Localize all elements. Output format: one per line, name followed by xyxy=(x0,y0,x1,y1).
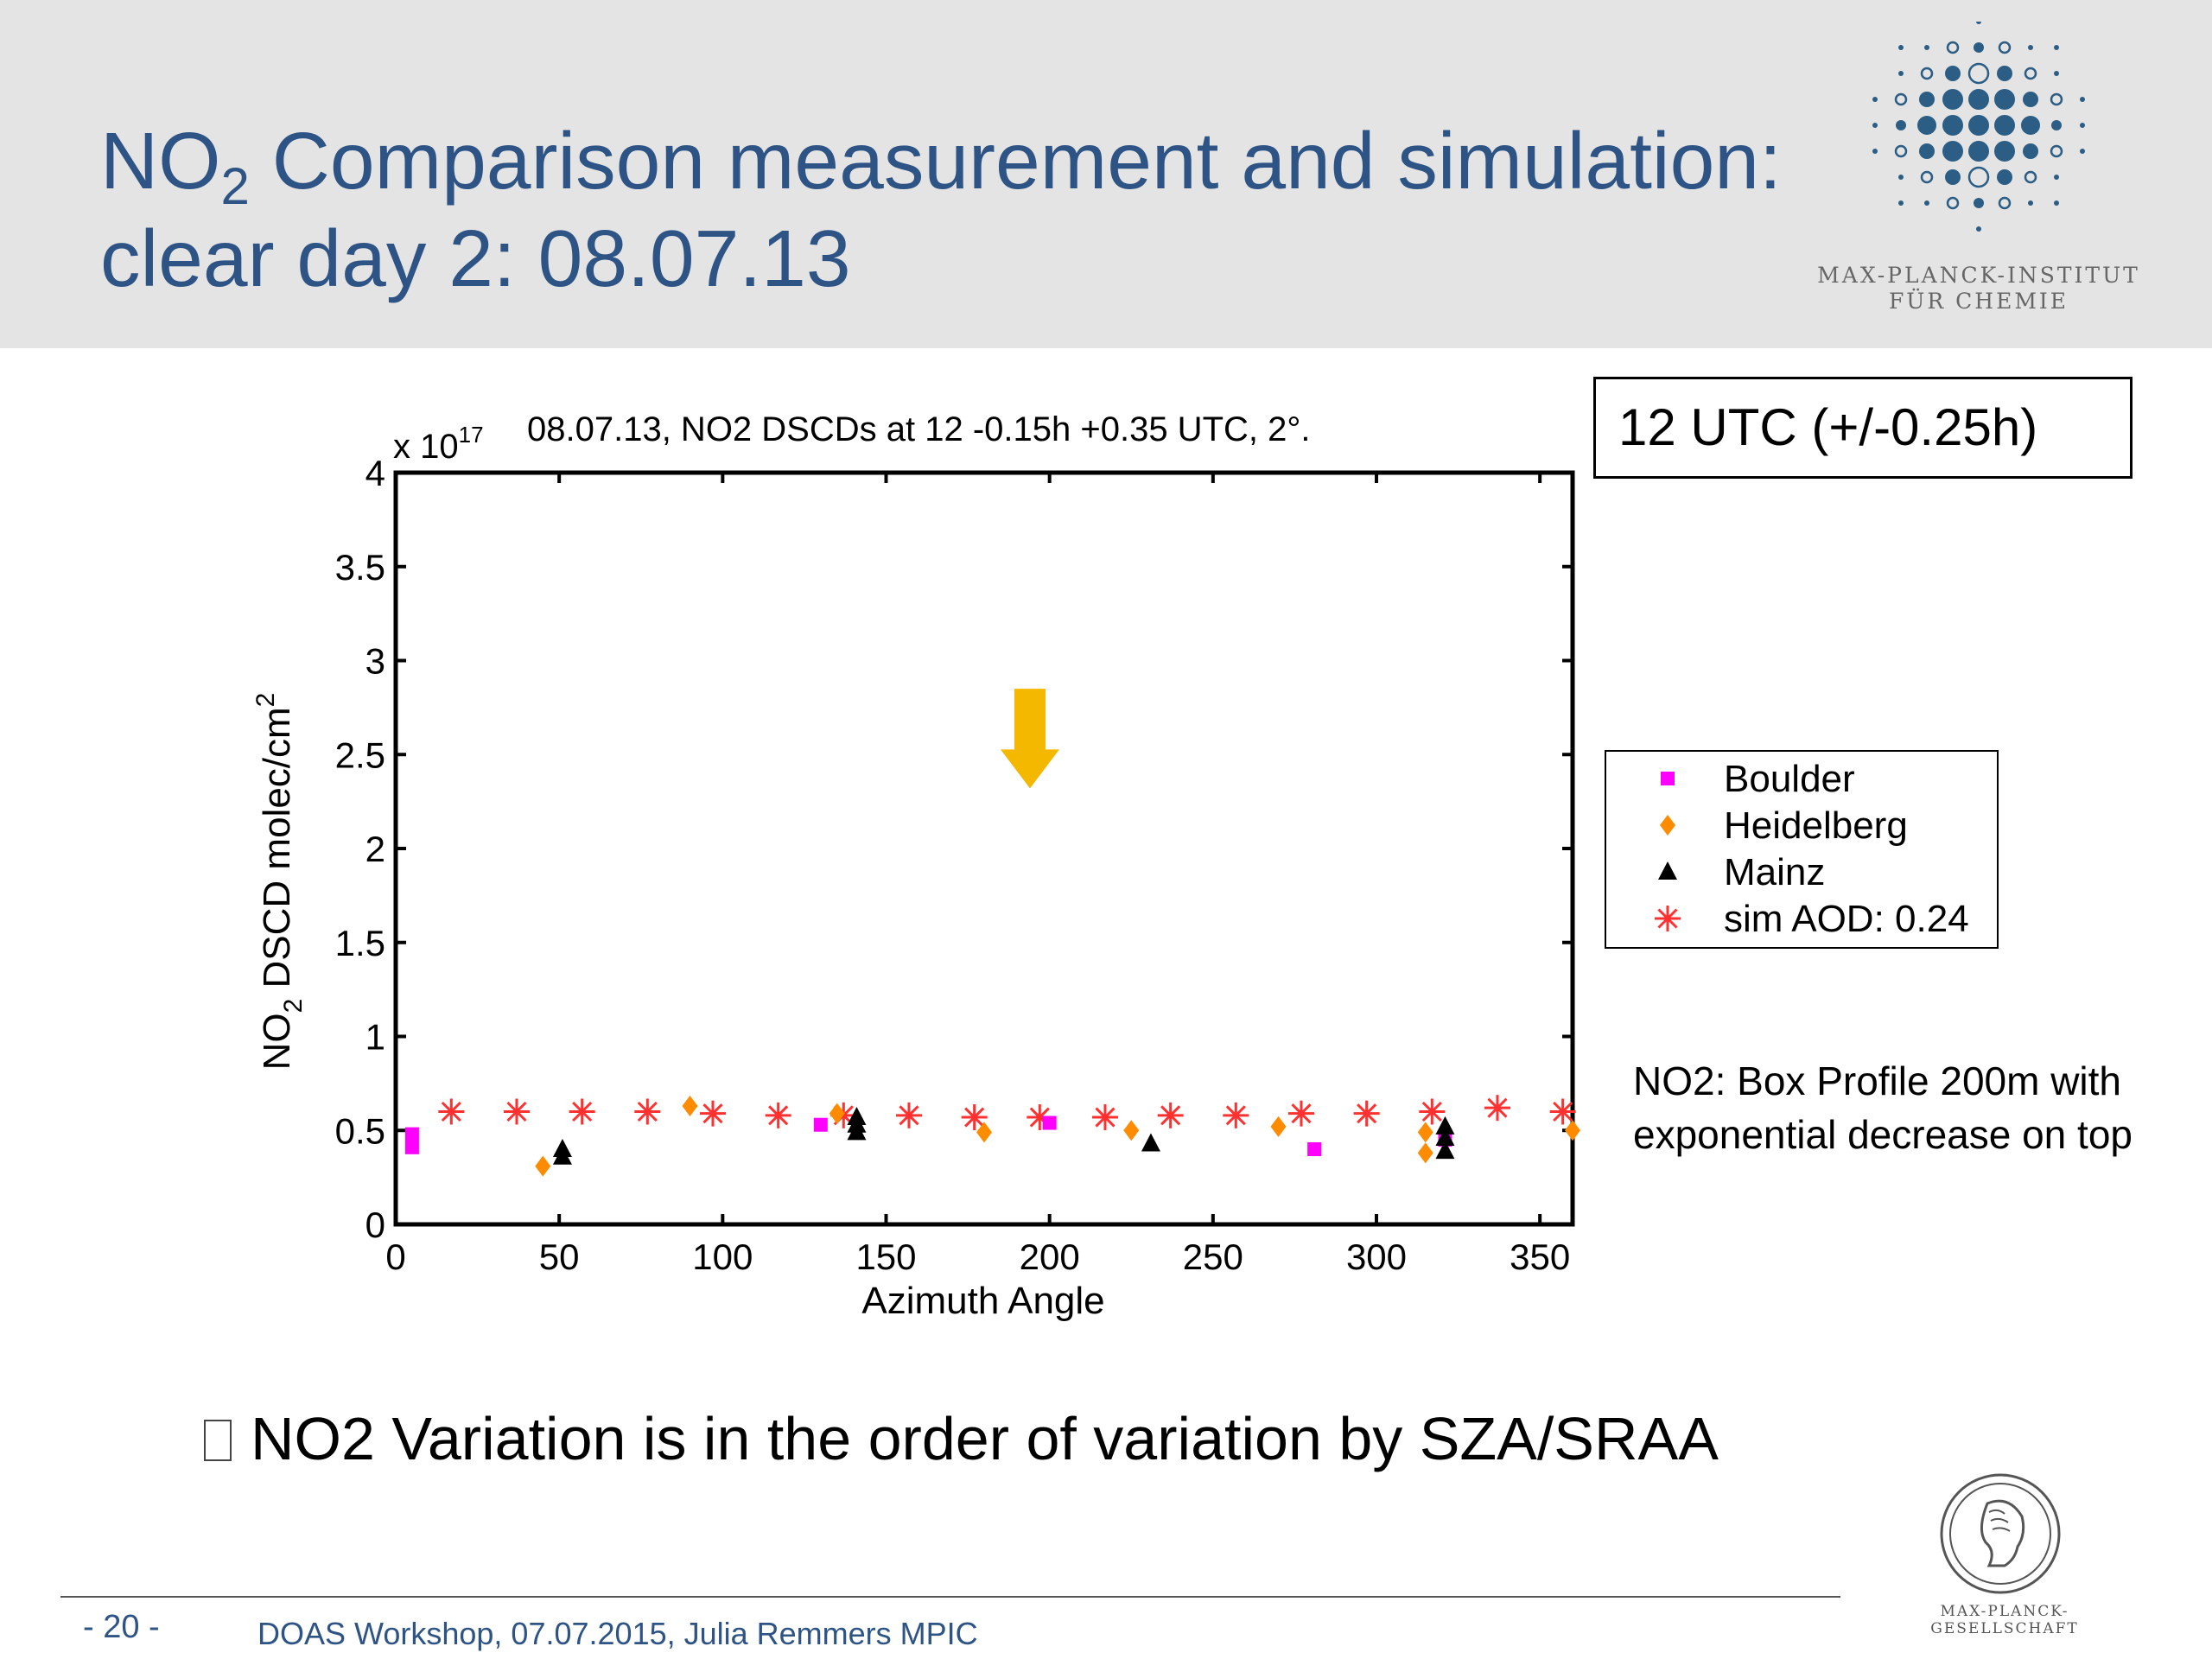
mpi-logo-icon xyxy=(1872,22,2085,232)
x-tick-label: 0 xyxy=(385,1236,405,1277)
y-tick-label: 1 xyxy=(365,1017,385,1058)
footer-text: DOAS Workshop, 07.07.2015, Julia Remmers… xyxy=(257,1616,978,1651)
data-point xyxy=(1549,1098,1576,1125)
bullet-point: NO2 Variation is in the order of variati… xyxy=(204,1402,1719,1476)
y-axis-label: NO2 DSCD molec/cm2 xyxy=(251,693,308,1071)
y-tick-label: 3 xyxy=(365,641,385,682)
data-point xyxy=(438,1098,465,1125)
data-point xyxy=(552,1146,572,1165)
data-point xyxy=(1353,1100,1380,1127)
data-point xyxy=(1435,1116,1455,1135)
page-number: - 20 - xyxy=(83,1609,160,1645)
y-tick-label: 2 xyxy=(365,829,385,869)
x-tick-label: 50 xyxy=(539,1236,580,1277)
data-point xyxy=(961,1104,988,1131)
slide-header xyxy=(0,0,2212,348)
data-point xyxy=(813,1117,828,1132)
legend-label: Heidelberg xyxy=(1724,804,1908,847)
data-point xyxy=(1157,1102,1184,1128)
data-point xyxy=(847,1122,867,1141)
data-point xyxy=(1417,1122,1433,1143)
legend-label: Mainz xyxy=(1724,851,1825,893)
no2-scatter-chart: 0 50 100 150 200 250 300 350 0 0.5 1 1.5 2 2.5 3 3.5 4 0… xyxy=(251,410,1999,1322)
data-point xyxy=(535,1155,551,1177)
x-tick-label: 350 xyxy=(1510,1236,1570,1277)
data-point xyxy=(634,1098,661,1125)
data-point xyxy=(1287,1100,1314,1127)
logo-line2: FÜR CHEMIE xyxy=(1888,289,2069,314)
x-axis-label: Azimuth Angle xyxy=(861,1280,1104,1322)
utc-box: 12 UTC (+/-0.25h) xyxy=(1593,377,2133,479)
logo-text: MAX-PLANCK-INSTITUT FÜR CHEMIE xyxy=(1815,263,2143,315)
data-point xyxy=(1565,1120,1580,1141)
bullet-box-icon xyxy=(204,1420,232,1461)
slide-title: NO2 Comparison measurement and simulatio… xyxy=(100,112,1782,308)
legend-marker xyxy=(1655,906,1681,931)
y-tick-label: 0.5 xyxy=(335,1110,385,1151)
data-point xyxy=(829,1103,845,1124)
legend-label: sim AOD: 0.24 xyxy=(1724,898,1969,940)
y-tick-label: 4 xyxy=(365,453,385,493)
y-tick-label: 2.5 xyxy=(335,734,385,775)
legend-label: Boulder xyxy=(1724,758,1855,800)
data-point xyxy=(699,1100,726,1127)
data-point xyxy=(1435,1141,1455,1160)
y-tick-label: 3.5 xyxy=(335,547,385,588)
title-line1: Comparison measurement and simulation: xyxy=(249,116,1782,206)
mpg-text: MAX-PLANCK-GESELLSCHAFT xyxy=(1930,1603,2079,1637)
x-tick-label: 100 xyxy=(692,1236,753,1277)
data-point xyxy=(404,1140,419,1154)
legend-marker xyxy=(1658,861,1677,880)
profile-note: NO2: Box Profile 200m with exponential d… xyxy=(1633,1058,2133,1157)
data-point xyxy=(1484,1095,1510,1122)
data-point xyxy=(895,1102,922,1128)
data-point xyxy=(1417,1142,1433,1164)
logo-line1: MAX-PLANCK-INSTITUT xyxy=(1817,263,2140,288)
data-point xyxy=(503,1098,530,1125)
chart-title: 08.07.13, NO2 DSCDs at 12 -0.15h +0.35 U… xyxy=(527,410,1310,448)
data-point xyxy=(1123,1120,1140,1141)
data-point xyxy=(1141,1133,1160,1152)
data-point xyxy=(682,1095,698,1116)
bullet-text: NO2 Variation is in the order of variati… xyxy=(251,1405,1719,1472)
data-point xyxy=(1042,1116,1057,1130)
x-tick-label: 250 xyxy=(1183,1236,1243,1277)
data-point xyxy=(404,1127,419,1141)
data-point xyxy=(569,1098,595,1125)
y-tick-label: 0 xyxy=(365,1205,385,1245)
down-arrow-icon xyxy=(1000,689,1059,789)
data-point xyxy=(976,1122,992,1143)
data-point xyxy=(1270,1116,1287,1137)
data-point xyxy=(765,1102,791,1128)
y-tick-label: 1.5 xyxy=(335,923,385,963)
data-point xyxy=(1435,1127,1455,1146)
legend-marker xyxy=(1660,815,1675,836)
y-scale-label: x 1017 xyxy=(393,422,484,466)
title-no: NO xyxy=(100,116,221,206)
title-subscript: 2 xyxy=(220,157,250,215)
legend-marker xyxy=(1661,772,1675,785)
mpg-seal-icon xyxy=(1940,1473,2061,1594)
data-point xyxy=(1307,1142,1322,1156)
x-tick-label: 150 xyxy=(855,1236,916,1277)
data-point xyxy=(1223,1102,1249,1128)
data-point xyxy=(1091,1104,1118,1131)
x-tick-label: 300 xyxy=(1346,1236,1407,1277)
data-point xyxy=(1419,1098,1446,1125)
title-line2: clear day 2: 08.07.13 xyxy=(100,213,851,303)
footer-divider xyxy=(60,1596,1840,1598)
x-tick-label: 200 xyxy=(1020,1236,1080,1277)
